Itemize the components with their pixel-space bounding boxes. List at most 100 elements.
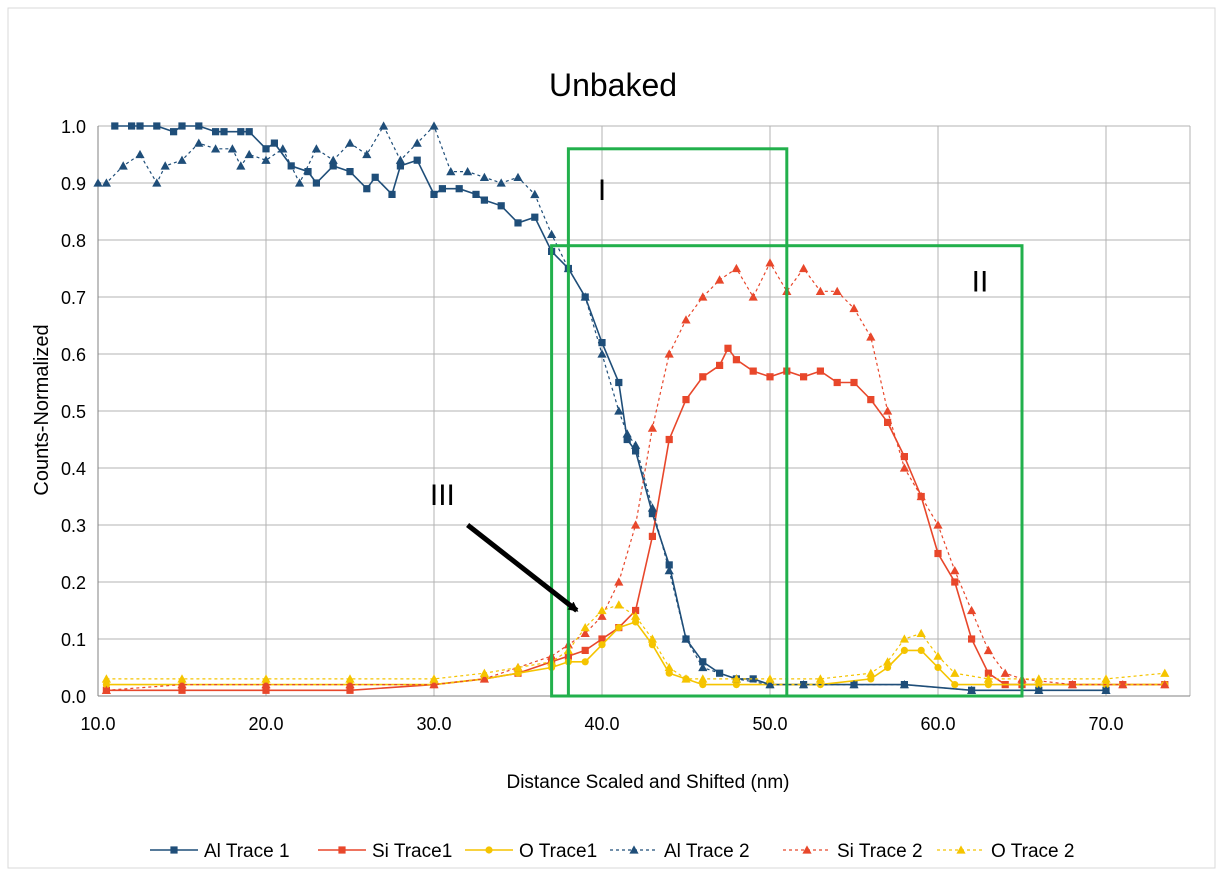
data-point (699, 373, 707, 381)
data-point (698, 662, 708, 672)
data-point (379, 121, 389, 130)
data-point (101, 685, 111, 694)
data-point (430, 190, 438, 198)
series-line (114, 125, 1106, 692)
data-point (581, 646, 589, 654)
x-tick-label: 30.0 (416, 714, 451, 734)
x-axis-label: Distance Scaled and Shifted (nm) (506, 772, 789, 793)
data-point (531, 213, 539, 221)
data-point (429, 680, 439, 689)
region-box-II (550, 244, 1024, 698)
data-point (244, 149, 254, 159)
data-point (446, 167, 456, 176)
series-4 (101, 258, 1170, 694)
data-point (648, 510, 656, 518)
y-tick-label: 0.3 (61, 516, 86, 536)
data-point (262, 145, 270, 153)
data-point (345, 138, 355, 147)
data-point (866, 332, 876, 341)
data-point (765, 680, 775, 689)
data-point (261, 155, 271, 164)
data-point (496, 178, 506, 187)
data-point (111, 122, 119, 130)
data-point (766, 373, 774, 381)
data-point (883, 657, 893, 666)
legend-label: Al Trace 2 (664, 841, 750, 862)
data-point (118, 161, 128, 170)
data-point (304, 168, 312, 176)
series-line (106, 261, 1165, 691)
data-point (614, 406, 624, 415)
data-point (93, 178, 103, 187)
y-tick-label: 0.8 (61, 231, 86, 251)
data-point (479, 172, 489, 181)
data-point (1000, 668, 1010, 677)
data-point (664, 566, 674, 575)
data-point (1118, 680, 1128, 689)
data-point (622, 429, 632, 438)
data-point (849, 303, 859, 313)
data-point (647, 634, 657, 643)
data-point (632, 618, 640, 626)
chart-title: Unbaked (549, 67, 677, 103)
legend-item: O Trace 2 (937, 841, 1074, 862)
data-point (833, 378, 841, 387)
data-point (850, 378, 858, 387)
data-point (547, 229, 557, 238)
legend: Al Trace 1 Si Trace1 O Trace1 Al Trace 2 Si … (150, 841, 1074, 862)
data-point (984, 669, 992, 677)
data-point (899, 680, 909, 689)
data-point (580, 623, 590, 632)
y-tick-label: 1.0 (61, 117, 86, 137)
region-label-III: III (430, 479, 455, 512)
data-point (513, 172, 523, 181)
data-point (967, 685, 977, 694)
region-label-I: I (598, 174, 606, 207)
data-point (934, 549, 942, 558)
data-point (101, 178, 111, 187)
data-point (632, 447, 640, 455)
data-point (346, 168, 354, 176)
data-point (749, 367, 757, 375)
data-point (916, 491, 926, 501)
x-tick-label: 60.0 (920, 714, 955, 734)
legend-label: O Trace 2 (991, 841, 1074, 862)
x-tick-label: 40.0 (584, 714, 619, 734)
data-point (177, 680, 187, 689)
data-point (748, 292, 758, 301)
data-point (715, 275, 725, 284)
data-point (270, 139, 278, 147)
data-point (682, 396, 690, 404)
data-point (900, 453, 908, 461)
data-point (346, 686, 354, 694)
data-point (615, 624, 623, 632)
data-point (480, 196, 488, 204)
data-point (1067, 680, 1077, 689)
legend-swatch-marker (170, 846, 178, 854)
data-point (900, 646, 909, 655)
data-point (731, 674, 741, 683)
data-point (933, 520, 943, 529)
legend-label: Si Trace 2 (837, 841, 923, 862)
data-point (983, 674, 993, 683)
data-point (916, 628, 926, 637)
legend-label: Al Trace 1 (204, 841, 290, 862)
data-point (412, 138, 422, 147)
data-point (724, 344, 732, 352)
data-point (212, 128, 220, 136)
legend-swatch-marker (485, 846, 493, 854)
data-point (429, 121, 439, 130)
data-point (967, 605, 977, 615)
data-point (749, 675, 757, 683)
legend-swatch-marker (338, 846, 346, 854)
data-point (362, 149, 372, 159)
data-point (933, 651, 943, 660)
data-point (899, 463, 909, 472)
data-point (295, 178, 305, 187)
data-point (1035, 681, 1043, 689)
y-tick-label: 0.7 (61, 288, 86, 308)
legend-item: Si Trace1 (318, 841, 452, 862)
data-point (800, 373, 808, 381)
data-point (632, 606, 640, 615)
chart-background (7, 7, 1216, 869)
